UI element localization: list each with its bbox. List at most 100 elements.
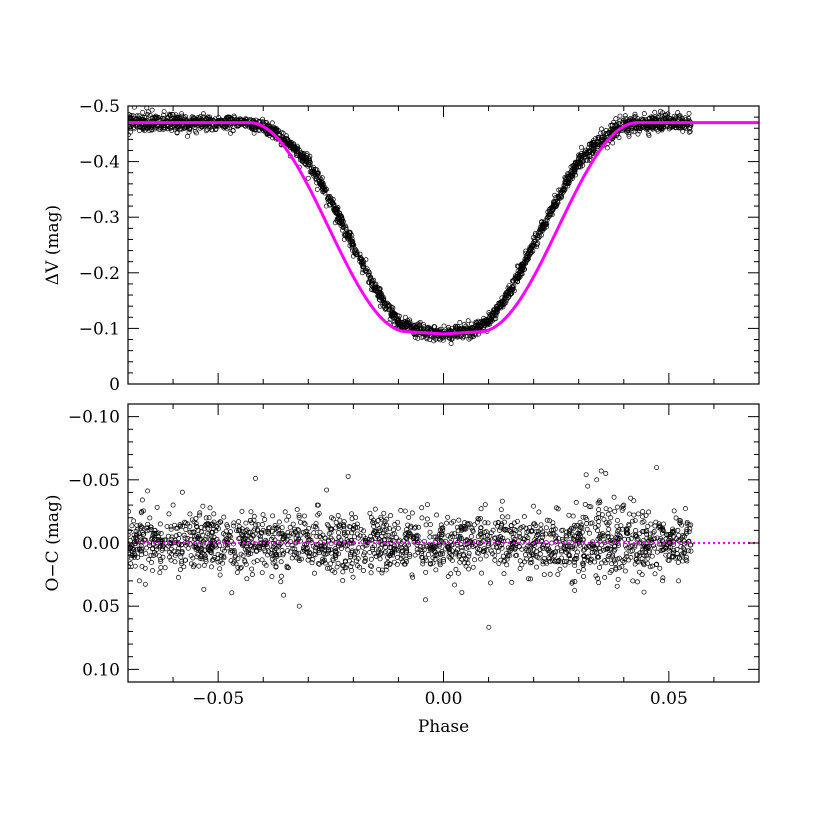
data-point [525, 538, 531, 544]
data-point [447, 534, 453, 540]
y-tick-label: −0.05 [68, 471, 120, 491]
data-point [398, 556, 404, 562]
data-point [656, 521, 662, 527]
data-point [535, 233, 541, 239]
y-tick-label: 0.05 [82, 597, 120, 617]
data-point [572, 167, 578, 173]
y-tick-label: 0.00 [82, 534, 120, 554]
data-point [238, 564, 244, 570]
data-point [296, 528, 302, 534]
data-point [193, 523, 199, 529]
data-point [643, 513, 649, 518]
data-point [194, 524, 200, 530]
data-point [224, 538, 229, 544]
data-point [259, 570, 265, 576]
data-point [255, 544, 261, 550]
data-point [676, 578, 682, 584]
data-point [630, 578, 636, 584]
data-point [392, 522, 398, 527]
data-point [229, 590, 235, 596]
data-point [395, 318, 401, 324]
data-point [384, 522, 389, 528]
data-point [288, 530, 294, 536]
data-point [221, 553, 227, 559]
data-point [427, 534, 433, 540]
data-point [131, 551, 137, 557]
data-point [688, 548, 694, 554]
data-point [305, 557, 311, 563]
data-point [519, 546, 525, 552]
data-point [250, 540, 256, 546]
data-point [158, 565, 164, 570]
data-point [136, 124, 142, 130]
data-point [399, 545, 405, 551]
data-point [134, 522, 140, 528]
data-point [497, 534, 503, 540]
data-point [673, 515, 679, 521]
data-point [185, 545, 191, 551]
data-point [545, 555, 551, 561]
data-point [369, 537, 375, 543]
data-point [581, 573, 586, 579]
data-point [675, 527, 681, 533]
data-point [475, 516, 481, 521]
data-point [582, 547, 588, 553]
data-point [466, 550, 472, 556]
data-point [463, 556, 469, 562]
data-point [485, 322, 491, 328]
data-point [203, 536, 209, 542]
data-point [403, 535, 409, 541]
data-point [133, 535, 139, 541]
data-point [607, 507, 613, 513]
data-point [407, 554, 413, 560]
data-point [544, 517, 550, 523]
data-point [347, 552, 353, 557]
data-point [322, 535, 328, 541]
data-point [521, 514, 527, 520]
data-point [245, 530, 251, 535]
data-point [488, 548, 494, 554]
data-point [529, 550, 534, 556]
data-point [479, 534, 485, 540]
data-point [558, 542, 564, 548]
data-point [385, 303, 391, 309]
data-point [341, 527, 347, 533]
data-point [674, 546, 680, 552]
data-point [549, 530, 555, 536]
data-point [367, 510, 373, 516]
data-point [564, 559, 569, 564]
data-point [522, 256, 528, 262]
data-point [222, 532, 228, 538]
data-point [414, 532, 420, 538]
data-point [654, 561, 660, 567]
data-point [236, 536, 242, 542]
data-point [245, 541, 251, 546]
data-point [485, 520, 491, 526]
data-point [369, 280, 375, 286]
data-point [326, 547, 332, 553]
data-point [369, 278, 375, 284]
data-point [179, 126, 185, 132]
data-point [169, 534, 175, 540]
data-point [340, 225, 346, 231]
data-point [142, 565, 148, 571]
data-point [545, 214, 551, 220]
data-point [395, 519, 401, 525]
data-point [498, 300, 504, 306]
data-point [158, 559, 164, 564]
data-point [576, 540, 582, 546]
data-point [481, 549, 487, 555]
data-point [350, 253, 356, 259]
data-point [570, 526, 576, 532]
data-point [552, 200, 558, 206]
data-point [211, 519, 217, 525]
data-point [379, 567, 385, 573]
data-point [593, 573, 599, 579]
data-point [304, 528, 310, 534]
data-point [678, 518, 683, 524]
data-point [252, 544, 258, 550]
data-point [435, 534, 441, 540]
data-point [179, 550, 185, 556]
data-point [646, 550, 652, 556]
data-point [391, 546, 397, 551]
